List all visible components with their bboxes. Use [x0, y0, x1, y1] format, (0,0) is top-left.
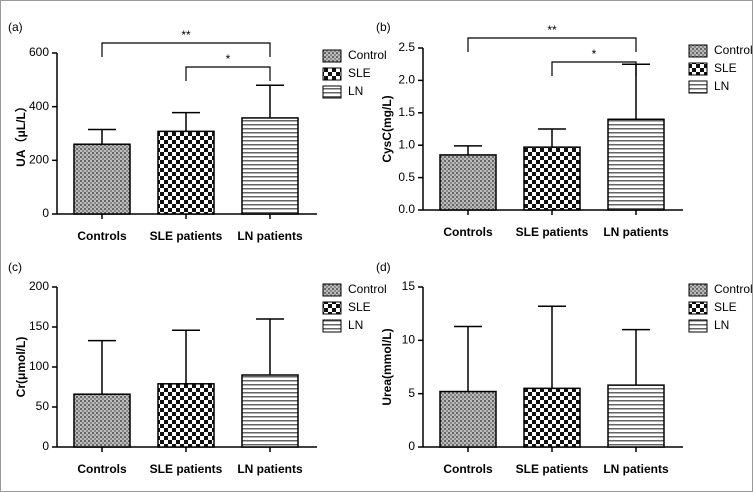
legend-label: LN — [348, 84, 363, 98]
legend-label: Control — [348, 282, 387, 296]
bar — [439, 390, 497, 448]
x-tick-label: LN patients — [603, 462, 669, 476]
y-tick-label: 50 — [36, 399, 50, 413]
legend-swatch — [688, 283, 708, 297]
y-tick-label: 2.5 — [398, 40, 415, 54]
y-axis-label: UA（μL/L） — [13, 100, 28, 167]
x-tick-label: SLE patients — [150, 462, 223, 476]
legend-label: SLE — [348, 66, 371, 80]
bar — [157, 383, 215, 448]
y-tick-label: 400 — [29, 99, 49, 113]
y-tick-label: 600 — [29, 45, 49, 59]
bar — [607, 384, 665, 448]
y-tick-label: 0 — [42, 439, 49, 453]
legend-swatch — [322, 283, 342, 297]
legend-swatch — [688, 80, 708, 94]
bar — [439, 154, 497, 211]
bar — [523, 387, 581, 448]
bar — [73, 393, 131, 448]
y-tick-label: 5 — [408, 386, 415, 400]
y-axis-label: Cr(μmol/L) — [14, 337, 28, 398]
legend-swatch — [688, 319, 708, 333]
panel-label: (d) — [376, 260, 391, 274]
y-tick-label: 15 — [402, 279, 416, 293]
y-tick-label: 200 — [29, 153, 49, 167]
legend-swatch — [688, 301, 708, 315]
y-tick-label: 200 — [29, 279, 49, 293]
y-tick-label: 10 — [402, 333, 416, 347]
legend-label: SLE — [714, 300, 737, 314]
x-tick-label: Controls — [77, 462, 127, 476]
y-tick-label: 100 — [29, 359, 49, 373]
legend-label: LN — [348, 318, 363, 332]
bar — [157, 130, 215, 215]
y-axis-label: CysC(mg/L) — [380, 95, 394, 162]
legend-label: SLE — [714, 61, 737, 75]
y-tick-label: 0.0 — [398, 202, 415, 216]
significance-label: * — [592, 47, 597, 61]
bar — [241, 117, 299, 215]
legend-label: Control — [714, 43, 753, 57]
legend-swatch — [322, 49, 342, 63]
panel-label: (c) — [8, 260, 22, 274]
bar — [241, 374, 299, 448]
y-tick-label: 0 — [408, 439, 415, 453]
y-tick-label: 2.0 — [398, 73, 415, 87]
y-tick-label: 0 — [42, 206, 49, 220]
bar — [73, 143, 131, 215]
significance-label: ** — [547, 23, 557, 37]
y-axis-label: Urea(mmol/L) — [380, 328, 394, 405]
x-tick-label: Controls — [443, 225, 493, 239]
x-tick-label: SLE patients — [516, 462, 589, 476]
legend-swatch — [688, 44, 708, 58]
bar — [523, 146, 581, 211]
x-tick-label: LN patients — [237, 462, 303, 476]
significance-label: * — [226, 52, 231, 66]
legend-swatch — [322, 85, 342, 99]
y-tick-label: 0.5 — [398, 170, 415, 184]
panel-label: (a) — [8, 20, 23, 34]
legend-swatch — [322, 319, 342, 333]
legend-swatch — [322, 301, 342, 315]
x-tick-label: LN patients — [603, 225, 669, 239]
legend-label: LN — [714, 79, 729, 93]
legend-label: Control — [348, 48, 387, 62]
significance-bracket — [467, 37, 637, 52]
y-tick-label: 150 — [29, 319, 49, 333]
legend-swatch — [688, 62, 708, 76]
x-tick-label: Controls — [77, 229, 127, 243]
x-tick-label: SLE patients — [150, 229, 223, 243]
x-tick-label: SLE patients — [516, 225, 589, 239]
bar — [607, 118, 665, 211]
x-tick-label: Controls — [443, 462, 493, 476]
significance-bracket — [101, 42, 271, 57]
x-tick-label: LN patients — [237, 229, 303, 243]
panel-label: (b) — [376, 20, 391, 34]
y-tick-label: 1.5 — [398, 105, 415, 119]
significance-bracket — [551, 61, 637, 76]
legend-label: SLE — [348, 300, 371, 314]
legend-label: Control — [714, 282, 753, 296]
legend-label: LN — [714, 318, 729, 332]
significance-bracket — [185, 66, 271, 81]
y-tick-label: 1.0 — [398, 137, 415, 151]
legend-swatch — [322, 67, 342, 81]
significance-label: ** — [181, 28, 191, 42]
